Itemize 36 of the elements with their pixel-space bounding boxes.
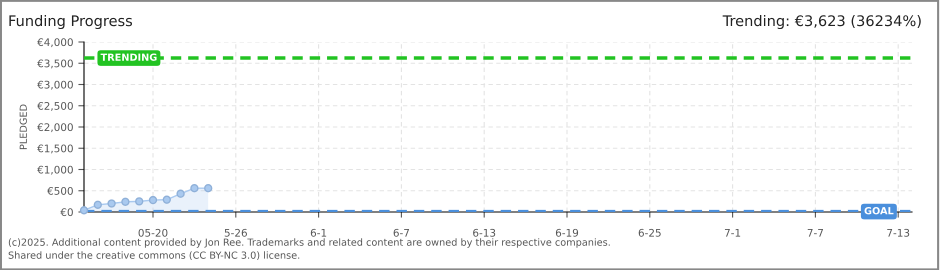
x-tick-label: 6-25: [638, 228, 661, 237]
y-tick-label: €500: [47, 186, 73, 195]
point: [190, 184, 199, 192]
chart-subtitle: Trending: €3,623 (36234%): [722, 14, 921, 30]
y-tick-label: €1,000: [37, 166, 73, 175]
text: Shared under the creative commons (CC BY-NC 3.0) license.: [8, 251, 300, 260]
point: [94, 200, 102, 209]
y-tick-label: €3,500: [37, 59, 73, 68]
y-tick-label: €3,000: [37, 80, 73, 90]
y-tick-label: €4,000: [37, 38, 73, 48]
ref-line-label: TRENDING: [100, 53, 157, 61]
x-tick-label: 6-13: [473, 228, 496, 237]
point: [204, 184, 212, 192]
point: [107, 199, 116, 208]
y-tick-label: €1,500: [37, 144, 73, 154]
point: [135, 197, 144, 206]
text: (c)2025. Additional content provided by Jon Ree. Trademarks and related content are owned by their respective companies.: [8, 238, 610, 248]
x-tick-label: 7-1: [724, 228, 740, 237]
x-tick-label: 05-20: [138, 228, 168, 237]
x-tick-label: 5-26: [224, 228, 247, 237]
ref-line-label: GOAL: [864, 207, 894, 214]
x-tick-label: 7-13: [887, 228, 910, 237]
point: [80, 206, 88, 214]
chart-title: Funding Progress: [9, 14, 132, 30]
point: [121, 198, 130, 206]
y-tick-label: €2,000: [37, 123, 73, 132]
y-axis-title: PLEDGED: [20, 104, 27, 150]
point: [148, 196, 158, 204]
x-tick-label: 6-7: [394, 228, 410, 237]
x-tick-label: 7-7: [808, 228, 824, 237]
point: [176, 190, 185, 198]
y-tick-label: €2,500: [37, 102, 73, 111]
point: [162, 196, 171, 204]
x-tick-label: 6-1: [310, 228, 326, 237]
x-tick-label: 6-19: [556, 228, 578, 237]
y-tick-label: €0: [60, 208, 73, 216]
